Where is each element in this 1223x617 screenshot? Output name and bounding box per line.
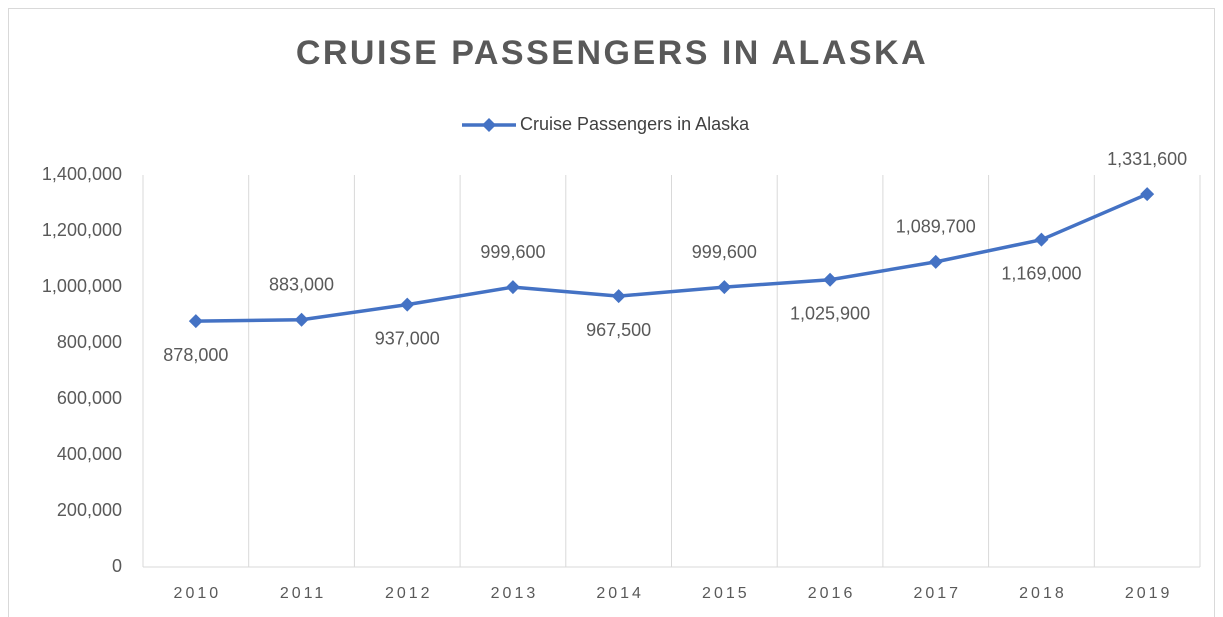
x-tick-label: 2018 <box>1019 585 1067 602</box>
data-point <box>505 280 520 295</box>
data-label: 967,500 <box>586 320 651 340</box>
y-tick-label: 1,000,000 <box>42 276 122 296</box>
x-tick-label: 2010 <box>174 585 222 602</box>
data-point <box>400 297 415 312</box>
y-tick-label: 200,000 <box>57 500 122 520</box>
x-tick-label: 2016 <box>808 585 856 602</box>
x-tick-label: 2017 <box>913 585 961 602</box>
data-label: 1,169,000 <box>1001 263 1081 283</box>
data-point <box>823 272 838 287</box>
y-tick-label: 600,000 <box>57 388 122 408</box>
data-point <box>1034 232 1049 247</box>
y-tick-label: 0 <box>112 556 122 576</box>
legend-marker <box>482 118 496 132</box>
y-tick-label: 800,000 <box>57 332 122 352</box>
x-tick-label: 2015 <box>702 585 750 602</box>
data-label: 999,600 <box>692 242 757 262</box>
data-point <box>717 280 732 295</box>
y-tick-label: 1,200,000 <box>42 220 122 240</box>
data-label: 937,000 <box>375 328 440 348</box>
data-label: 999,600 <box>480 242 545 262</box>
data-point <box>928 254 943 269</box>
data-label: 883,000 <box>269 275 334 295</box>
x-tick-label: 2019 <box>1125 585 1173 602</box>
data-label: 1,089,700 <box>896 217 976 237</box>
x-tick-label: 2014 <box>596 585 644 602</box>
chart-frame <box>8 8 1215 617</box>
x-tick-label: 2011 <box>280 585 326 602</box>
series-line <box>195 192 1148 323</box>
chart-title: CRUISE PASSENGERS IN ALASKA <box>296 34 928 72</box>
data-point <box>611 289 626 304</box>
y-tick-label: 1,400,000 <box>42 164 122 184</box>
x-tick-label: 2012 <box>385 585 433 602</box>
data-label: 878,000 <box>163 345 228 365</box>
data-label: 1,331,600 <box>1107 149 1187 169</box>
data-point <box>294 312 309 327</box>
data-point <box>188 314 203 329</box>
legend-label: Cruise Passengers in Alaska <box>520 114 750 134</box>
data-label: 1,025,900 <box>790 303 870 323</box>
x-tick-label: 2013 <box>491 585 539 602</box>
y-tick-label: 400,000 <box>57 444 122 464</box>
data-point <box>1140 187 1155 202</box>
